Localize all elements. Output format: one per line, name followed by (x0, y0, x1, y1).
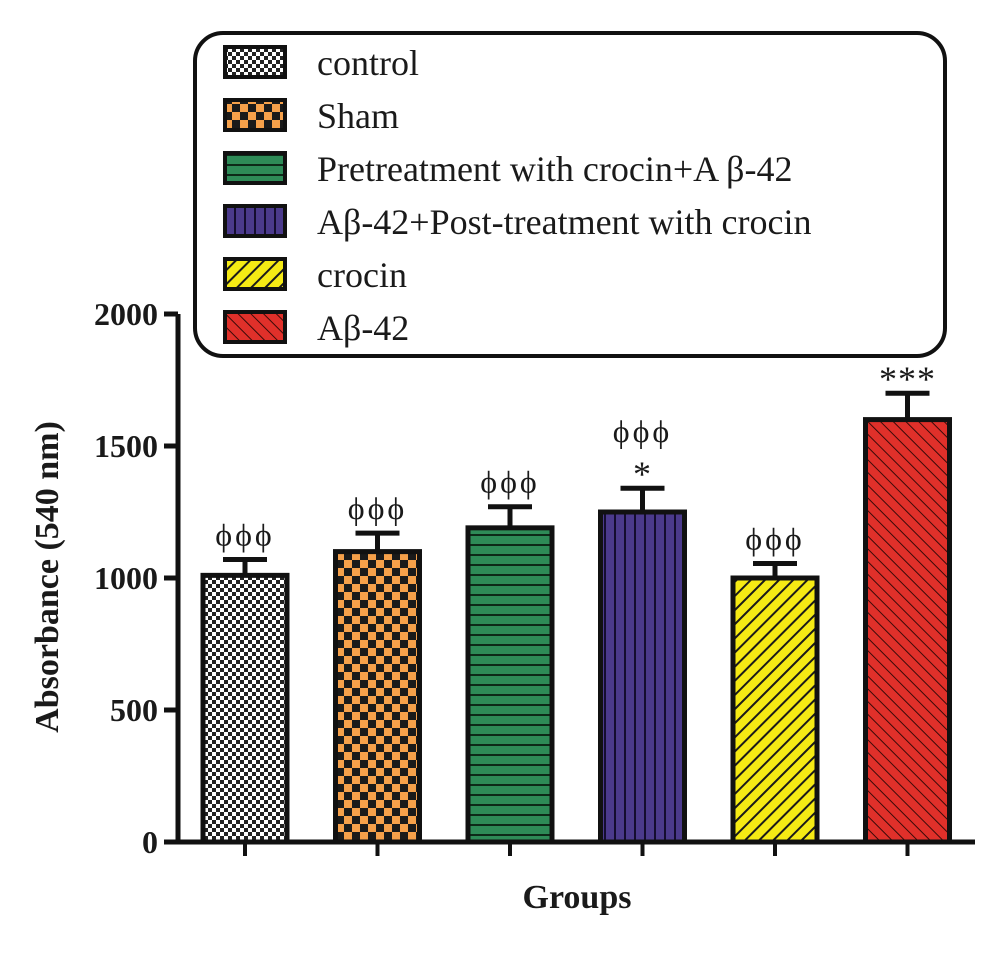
legend-label: control (317, 43, 419, 83)
significance-label: ϕϕϕ (480, 464, 540, 500)
legend-swatch (223, 98, 287, 132)
legend-box (193, 31, 947, 358)
significance-label: * (633, 454, 652, 494)
significance-label: *** (879, 359, 936, 399)
legend-label: crocin (317, 255, 407, 295)
bar-2 (333, 549, 422, 845)
legend-label: Aβ-42+Post-treatment with crocin (317, 202, 812, 242)
x-axis-label: Groups (523, 879, 632, 916)
bar-3 (465, 525, 555, 845)
legend-label: Pretreatment with crocin+A β-42 (317, 149, 793, 189)
legend-swatch (223, 310, 287, 344)
y-tick-label: 0 (142, 824, 158, 860)
legend: control Sham Pretreatment with crocin+A β-… (193, 31, 947, 358)
significance-label: ϕϕϕ (745, 520, 805, 556)
significance-label: ϕϕϕ (613, 413, 673, 449)
legend-swatch (223, 45, 287, 79)
y-tick-label: 500 (110, 692, 158, 728)
y-tick-label: 1000 (94, 560, 158, 596)
y-axis-label: Absorbance (540 nm) (29, 421, 66, 733)
y-tick-label: 2000 (94, 296, 158, 332)
significance-label: ϕϕϕ (348, 490, 408, 526)
y-tick-label: 1500 (94, 428, 158, 464)
legend-swatch (223, 204, 287, 238)
legend-swatch (223, 257, 287, 291)
legend-swatch (223, 151, 287, 185)
bar-4 (598, 509, 687, 845)
bar-6 (863, 417, 952, 845)
legend-label: Sham (317, 96, 399, 136)
legend-label: Aβ-42 (317, 308, 409, 348)
bar-1 (200, 572, 290, 845)
significance-label: ϕϕϕ (215, 517, 275, 553)
bar-5 (730, 575, 820, 845)
